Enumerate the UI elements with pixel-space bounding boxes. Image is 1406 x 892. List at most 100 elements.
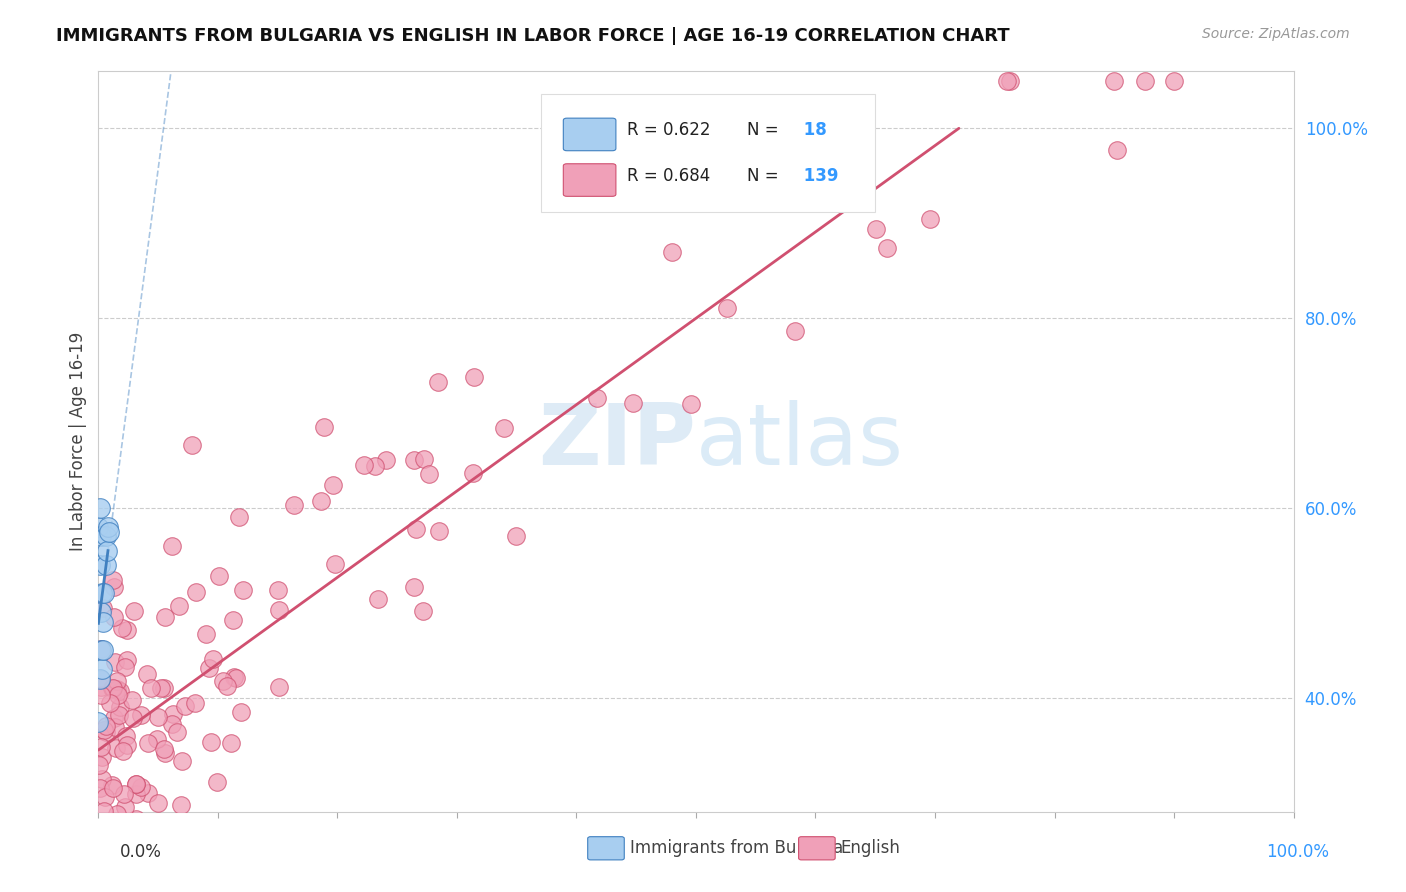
Point	[87, 520, 110, 534]
Point	[146, 732, 169, 747]
Point	[91, 615, 114, 629]
Point	[418, 467, 440, 481]
Point	[93, 804, 115, 818]
Point	[353, 458, 375, 472]
Point	[91, 586, 114, 600]
Point	[101, 681, 124, 696]
Text: 0.0%: 0.0%	[120, 843, 162, 861]
Point	[136, 736, 159, 750]
Point	[149, 681, 172, 695]
Point	[121, 693, 143, 707]
Point	[87, 714, 110, 729]
Point	[153, 609, 176, 624]
Point	[228, 510, 250, 524]
Point	[621, 395, 644, 409]
Point	[87, 757, 110, 772]
Point	[222, 670, 245, 684]
Point	[100, 779, 122, 793]
Point	[1133, 74, 1156, 88]
Point	[146, 710, 169, 724]
Point	[402, 580, 425, 594]
Point	[125, 787, 148, 801]
Point	[367, 592, 389, 607]
Point	[101, 573, 124, 587]
Text: R = 0.622: R = 0.622	[627, 121, 710, 139]
Point	[412, 604, 434, 618]
Point	[463, 369, 485, 384]
Point	[314, 419, 336, 434]
Point	[101, 681, 124, 695]
Point	[180, 438, 202, 452]
Point	[105, 807, 128, 822]
Point	[90, 606, 112, 620]
Point	[114, 787, 136, 801]
Point	[995, 74, 1018, 88]
Point	[207, 569, 229, 583]
Point	[104, 720, 127, 734]
Point	[93, 586, 115, 600]
Point	[412, 452, 434, 467]
Point	[586, 391, 609, 405]
Point	[90, 529, 112, 543]
Point	[1000, 74, 1022, 88]
Point	[90, 772, 112, 786]
Point	[170, 797, 193, 812]
Point	[212, 674, 235, 689]
Point	[94, 789, 117, 804]
Point	[90, 749, 112, 764]
Point	[309, 494, 332, 508]
Text: R = 0.684: R = 0.684	[627, 167, 710, 185]
Text: 100.0%: 100.0%	[1265, 843, 1329, 861]
FancyBboxPatch shape	[564, 118, 616, 151]
Point	[98, 696, 121, 710]
Point	[107, 689, 129, 703]
Point	[139, 681, 162, 696]
Point	[90, 643, 112, 657]
Point	[222, 613, 245, 627]
Point	[229, 705, 252, 719]
Point	[174, 699, 197, 714]
Point	[89, 780, 111, 795]
Point	[129, 708, 152, 723]
Point	[266, 582, 288, 597]
Text: Source: ZipAtlas.com: Source: ZipAtlas.com	[1202, 27, 1350, 41]
Point	[426, 375, 449, 389]
Point	[105, 682, 128, 697]
Point	[114, 800, 136, 814]
Point	[90, 688, 112, 702]
Point	[865, 222, 887, 236]
Point	[461, 466, 484, 480]
Point	[1107, 143, 1129, 157]
Point	[184, 696, 207, 710]
Point	[90, 642, 112, 657]
Point	[114, 730, 136, 744]
Point	[94, 529, 117, 543]
Point	[232, 582, 254, 597]
Point	[108, 707, 131, 722]
Point	[118, 843, 141, 857]
FancyBboxPatch shape	[564, 164, 616, 196]
Point	[1163, 74, 1185, 88]
Point	[681, 397, 703, 411]
Point	[494, 421, 516, 435]
Text: 139: 139	[797, 167, 838, 185]
Point	[129, 780, 152, 794]
Point	[125, 777, 148, 791]
Point	[97, 842, 120, 856]
Point	[215, 679, 238, 693]
Point	[166, 724, 188, 739]
Point	[207, 774, 229, 789]
Point	[97, 520, 120, 534]
Point	[117, 738, 139, 752]
Point	[160, 717, 183, 731]
Point	[267, 681, 290, 695]
Point	[94, 719, 117, 733]
Point	[96, 843, 118, 857]
Point	[505, 529, 527, 543]
Text: IMMIGRANTS FROM BULGARIA VS ENGLISH IN LABOR FORCE | AGE 16-19 CORRELATION CHART: IMMIGRANTS FROM BULGARIA VS ENGLISH IN L…	[56, 27, 1010, 45]
Point	[94, 558, 117, 572]
Point	[155, 747, 177, 761]
Point	[103, 580, 125, 594]
Text: Immigrants from Bulgaria: Immigrants from Bulgaria	[630, 839, 844, 857]
Point	[110, 683, 132, 698]
